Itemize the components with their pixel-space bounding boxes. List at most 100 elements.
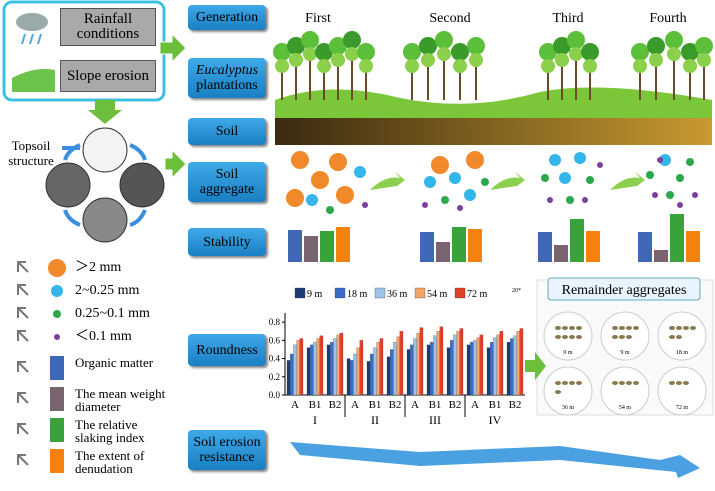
aggregate xyxy=(657,157,663,163)
aggregate xyxy=(291,151,309,169)
row-label: Soil erosion resistance xyxy=(188,430,266,470)
aggregate xyxy=(574,152,586,164)
roundness-bar xyxy=(396,336,400,396)
row-label: Roundness xyxy=(188,334,266,366)
indicator-label: The mean weight diameter xyxy=(75,386,166,414)
y-tick-label: 0.2 xyxy=(269,372,280,382)
sample-grain xyxy=(676,381,682,385)
sample-grain xyxy=(619,335,625,339)
row-label-text: plantations xyxy=(196,78,258,93)
legend-swatch xyxy=(294,287,306,299)
sample-dish xyxy=(543,311,593,361)
canopy xyxy=(469,53,483,67)
size-swatch xyxy=(54,334,60,340)
canopy xyxy=(343,31,361,49)
aggregate xyxy=(329,153,347,171)
aggregate xyxy=(286,189,304,207)
roundness-bar xyxy=(473,340,477,396)
size-label: ＞2 mm xyxy=(75,260,122,275)
sample-grain xyxy=(619,381,625,385)
aggregate xyxy=(457,205,463,211)
sample-grain xyxy=(626,326,632,330)
stability-bar xyxy=(686,231,700,262)
aggregate xyxy=(336,186,354,204)
legend-arrow xyxy=(17,392,29,404)
roundness-bar xyxy=(470,342,474,396)
size-swatch xyxy=(48,259,66,277)
legend-arrow xyxy=(17,361,29,373)
sample-grain xyxy=(576,381,582,385)
sample-dish xyxy=(657,366,707,416)
roundness-bar xyxy=(353,353,357,396)
sample-dish xyxy=(657,311,707,361)
roundness-bar xyxy=(330,342,334,396)
canopy xyxy=(405,59,419,73)
sample-grain xyxy=(612,326,618,330)
x-tick-label: B1 xyxy=(429,399,442,411)
arrow xyxy=(159,32,187,64)
sample-dish xyxy=(543,366,593,416)
remainder-title-box xyxy=(547,277,701,301)
driver-label: Rainfall conditions xyxy=(60,8,156,46)
legend-arrow xyxy=(17,423,29,435)
canopy xyxy=(569,47,583,61)
roundness-bar xyxy=(413,338,417,396)
sample-grain xyxy=(690,326,696,330)
indicator-swatch xyxy=(50,449,64,473)
size-swatch xyxy=(51,285,63,297)
canopy xyxy=(289,53,303,67)
x-tick-label: B1 xyxy=(309,399,322,411)
roundness-bar xyxy=(359,340,364,396)
roundness-bar xyxy=(453,334,457,396)
roundness-bar xyxy=(406,349,411,396)
stability-bar xyxy=(320,231,334,262)
stability-bar xyxy=(288,230,302,262)
aggregate xyxy=(559,172,571,184)
roundness-bar xyxy=(399,331,404,396)
roundness-bar xyxy=(446,347,451,396)
roundness-bar xyxy=(439,326,444,396)
canopy xyxy=(453,59,467,73)
aggregate xyxy=(354,166,366,178)
canopy xyxy=(555,53,569,67)
aggregate xyxy=(692,192,698,198)
roundness-bar xyxy=(350,360,354,396)
roundness-bar xyxy=(513,335,517,396)
roundness-bar xyxy=(430,342,434,396)
roundness-bar xyxy=(426,344,431,396)
indicator-label: Organic matter xyxy=(75,355,154,370)
roundness-bar xyxy=(490,342,494,396)
legend-arrow xyxy=(17,307,29,319)
legend-label: 18 m xyxy=(347,289,368,300)
aggregate xyxy=(597,162,603,168)
roundness-bar xyxy=(313,342,317,396)
group-label: III xyxy=(429,413,441,427)
canopy xyxy=(357,43,375,61)
aggregate xyxy=(549,154,561,166)
canopy xyxy=(287,37,305,55)
indicator-label: The extent of denudation xyxy=(75,448,145,476)
remainder-title: Remainder aggregates xyxy=(562,283,687,298)
size-label: 0.25~0.1 mm xyxy=(75,306,150,321)
roundness-bar xyxy=(336,334,340,396)
aggregate xyxy=(306,194,318,206)
sample-label: 9 m xyxy=(620,350,630,356)
arrow xyxy=(525,352,546,380)
roundness-bar xyxy=(393,342,397,396)
sample-grain xyxy=(633,326,639,330)
resistance-arrow xyxy=(290,442,700,478)
x-tick-label: B2 xyxy=(449,399,462,411)
canopy xyxy=(683,59,697,73)
roundness-bar xyxy=(450,340,454,396)
canopy xyxy=(275,59,289,73)
aggregate xyxy=(326,206,334,214)
aggregate xyxy=(566,196,574,204)
canopy xyxy=(273,43,291,61)
x-tick-label: B2 xyxy=(509,399,522,411)
aggregate xyxy=(362,202,368,208)
roundness-bar xyxy=(316,338,320,396)
roundness-bar xyxy=(333,338,337,396)
roundness-bar xyxy=(506,342,511,396)
stability-bar xyxy=(538,232,552,262)
